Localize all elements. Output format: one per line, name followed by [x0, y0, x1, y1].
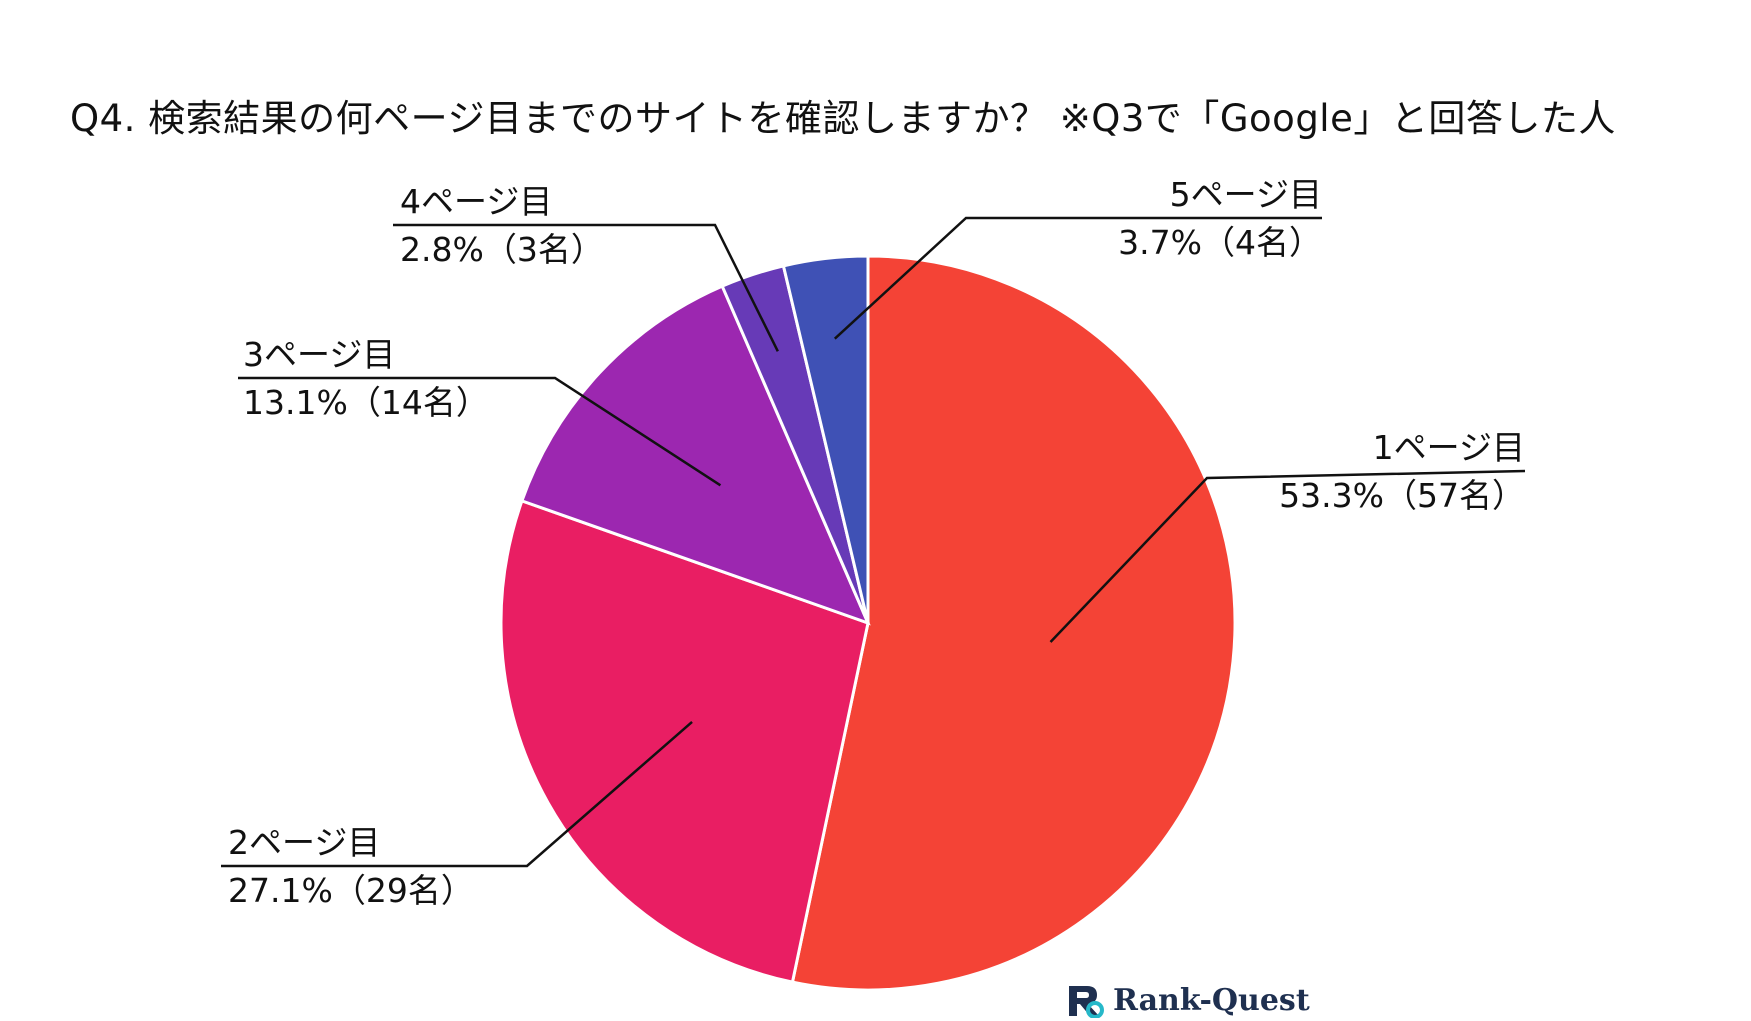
slice-name-label-3: 3ページ目 [243, 335, 395, 374]
leader-line-4 [393, 223, 779, 352]
leader-line-2 [221, 720, 693, 868]
pie-slice-5 [781, 254, 870, 624]
slice-name-label-5: 5ページ目 [1170, 175, 1322, 214]
slice-name-label-4: 4ページ目 [400, 182, 552, 221]
pie-slice-2 [499, 498, 870, 984]
slice-value-label-1: 53.3%（57名） [1279, 476, 1525, 515]
rank-quest-logo-icon [1069, 986, 1104, 1018]
slice-value-label-5: 3.7%（4名） [1118, 223, 1322, 262]
slice-value-label-4: 2.8%（3名） [400, 230, 604, 269]
slice-value-label-3: 13.1%（14名） [243, 383, 489, 422]
brand-name: Rank-Quest [1113, 982, 1310, 1018]
slice-value-label-2: 27.1%（29名） [228, 871, 474, 910]
slice-name-label-2: 2ページ目 [228, 823, 380, 862]
slice-name-label-1: 1ページ目 [1373, 428, 1525, 467]
leader-line-5 [833, 216, 1322, 340]
pie-slice-1 [790, 254, 1237, 992]
brand-logo: Rank-Quest [1065, 982, 1310, 1018]
leader-line-3 [238, 376, 722, 487]
chart-title: Q4. 検索結果の何ページ目までのサイトを確認しますか？ ※Q3で「Google… [70, 97, 1616, 140]
leader-line-1 [1049, 469, 1526, 643]
pie-slice-3 [520, 284, 871, 626]
